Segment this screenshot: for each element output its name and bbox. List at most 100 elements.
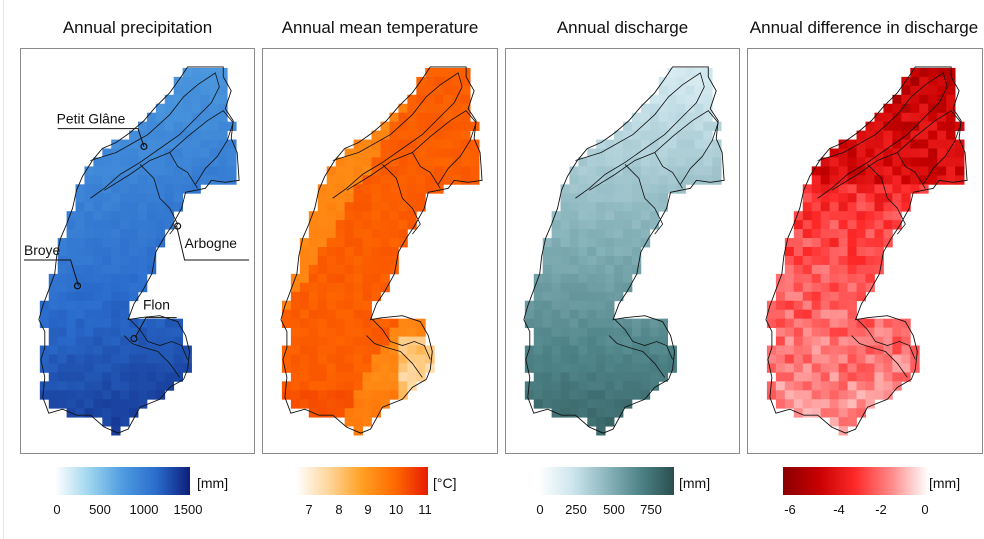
raster-cell	[937, 94, 947, 105]
raster-cell	[622, 247, 633, 257]
raster-cell	[425, 166, 435, 176]
raster-cell	[676, 121, 686, 131]
raster-cell	[317, 300, 328, 311]
raster-cell	[102, 300, 112, 311]
raster-cell	[344, 255, 355, 266]
raster-cell	[847, 408, 857, 418]
raster-cell	[793, 300, 804, 311]
raster-cell	[353, 390, 363, 400]
raster-cell	[847, 184, 857, 194]
raster-cell	[829, 408, 840, 418]
raster-cell	[164, 148, 175, 158]
raster-cell	[66, 363, 76, 373]
raster-cell	[84, 354, 94, 364]
raster-cell	[784, 309, 795, 320]
raster-cell	[605, 157, 615, 167]
raster-cell	[676, 139, 686, 149]
raster-cell	[856, 184, 866, 194]
sub-catchment-boundary	[831, 110, 962, 191]
raster-cell	[631, 381, 642, 391]
raster-cell	[120, 318, 130, 329]
raster-cell	[344, 309, 355, 320]
raster-cell	[865, 255, 875, 266]
raster-cell	[299, 336, 310, 346]
raster-cell	[398, 220, 408, 230]
raster-cell	[856, 336, 866, 346]
raster-cell	[937, 139, 947, 149]
raster-cell	[182, 148, 192, 158]
raster-cell	[344, 354, 355, 364]
raster-cell	[155, 327, 166, 337]
raster-cell	[551, 300, 561, 311]
raster-cell	[57, 264, 68, 275]
raster-cell	[560, 202, 570, 212]
raster-cell	[614, 327, 624, 337]
map-precipitation-svg: Petit Glâne Arbogne Broye Flon	[23, 66, 250, 436]
raster-cell	[892, 157, 902, 167]
raster-cell	[344, 300, 355, 311]
raster-cell	[838, 291, 848, 302]
raster-cell	[542, 345, 553, 355]
raster-cell	[57, 345, 68, 355]
raster-cell	[75, 318, 85, 329]
callout-arbogne: Arbogne	[174, 222, 250, 261]
raster-cell	[928, 103, 938, 114]
raster-cell	[380, 363, 390, 373]
raster-cell	[344, 157, 355, 167]
raster-cell	[84, 247, 94, 257]
raster-cell	[57, 238, 68, 248]
raster-cell	[353, 220, 363, 230]
raster-cell	[218, 76, 228, 87]
raster-cell	[443, 103, 453, 114]
raster-cell	[317, 273, 328, 284]
raster-cell	[766, 381, 777, 391]
raster-cell	[191, 157, 201, 167]
raster-cell	[946, 112, 956, 123]
raster-cell	[802, 363, 813, 373]
legend-unit-temperature: [°C]	[433, 475, 457, 491]
raster-cell	[640, 211, 651, 221]
raster-cell	[443, 94, 453, 105]
raster-cell	[461, 175, 471, 185]
raster-cell	[182, 94, 192, 105]
raster-cell	[353, 157, 363, 167]
raster-cell	[560, 229, 570, 239]
sub-catchment-boundary	[817, 72, 948, 199]
raster-cell	[596, 282, 606, 293]
raster-cell	[802, 282, 813, 293]
raster-cell	[146, 166, 157, 176]
raster-cell	[820, 372, 831, 382]
raster-cell	[820, 166, 831, 176]
raster-cell	[111, 238, 121, 248]
raster-cell	[847, 238, 857, 248]
raster-cell	[685, 157, 695, 167]
raster-cell	[380, 282, 390, 293]
raster-cell	[335, 247, 346, 257]
raster-cell	[622, 399, 633, 409]
raster-cell	[614, 139, 624, 149]
raster-cell	[946, 139, 956, 149]
raster-cell	[829, 211, 840, 221]
raster-cell	[542, 273, 553, 284]
raster-cell	[560, 372, 570, 382]
raster-cell	[84, 211, 94, 221]
raster-cell	[218, 94, 228, 105]
raster-cell	[146, 255, 157, 266]
raster-cell	[649, 193, 660, 203]
raster-cell	[551, 345, 561, 355]
raster-cell	[129, 238, 139, 248]
legend-unit-difference: [mm]	[929, 475, 961, 491]
raster-cell	[371, 273, 381, 284]
raster-cell	[137, 220, 148, 230]
raster-cell	[820, 345, 831, 355]
raster-cell	[137, 336, 148, 346]
raster-cell	[614, 130, 624, 140]
raster-cell	[811, 381, 822, 391]
raster-cell	[847, 381, 857, 391]
raster-cell	[200, 67, 210, 78]
raster-cell	[344, 336, 355, 346]
raster-cell	[326, 247, 337, 257]
raster-cell	[344, 363, 355, 373]
raster-cell	[461, 112, 471, 123]
raster-cell	[137, 372, 148, 382]
